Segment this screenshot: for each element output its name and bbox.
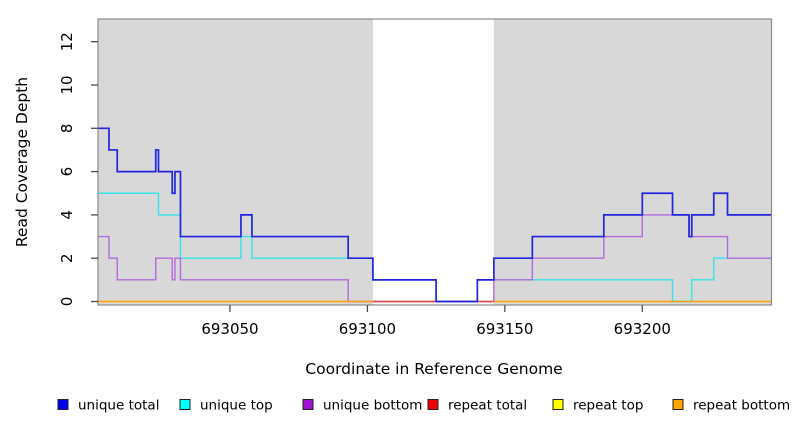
- y-axis-title: Read Coverage Depth: [13, 77, 31, 247]
- plot-box: [97, 18, 773, 306]
- legend-label-repeat-total: repeat total: [448, 398, 527, 414]
- x-axis-title: Coordinate in Reference Genome: [305, 360, 562, 378]
- y-tick-label: 0: [58, 297, 76, 307]
- series-line-unique-bottom: [98, 214, 772, 303]
- legend-swatch-repeat-bottom: [672, 399, 684, 410]
- axes: 693050 693100 693150 693200 0 2 4 6 8 10 12: [58, 32, 671, 338]
- y-tick-label: 8: [58, 124, 76, 134]
- legend-label-unique-top: unique top: [200, 398, 273, 414]
- legend-swatch-unique-top: [179, 399, 191, 410]
- legend-label-unique-bottom: unique bottom: [323, 398, 422, 414]
- legend-label-repeat-bottom: repeat bottom: [693, 398, 790, 414]
- legend-label-unique-total: unique total: [78, 398, 159, 414]
- x-tick-label: 693100: [339, 320, 396, 338]
- legend-swatch-repeat-top: [552, 399, 564, 410]
- coverage-series-lines: [98, 127, 772, 303]
- y-tick-label: 6: [58, 167, 76, 177]
- legend-label-repeat-top: repeat top: [573, 398, 643, 414]
- legend-swatch-unique-bottom: [302, 399, 314, 410]
- y-tick-label: 4: [58, 210, 76, 220]
- series-line-unique-total: [98, 127, 772, 303]
- x-tick-label: 693150: [476, 320, 533, 338]
- unique-region-shading-1: [493, 19, 772, 305]
- legend-swatch-unique-total: [57, 399, 69, 410]
- plot-border: [97, 18, 773, 306]
- x-tick-label: 693200: [614, 320, 671, 338]
- shaded-unique-regions: [98, 19, 772, 305]
- x-tick-label: 693050: [201, 320, 258, 338]
- legend: unique total unique top unique bottom repea…: [57, 398, 790, 414]
- legend-swatch-repeat-total: [427, 399, 439, 410]
- y-tick-label: 10: [58, 75, 76, 94]
- y-tick-label: 12: [58, 32, 76, 51]
- unique-region-shading-0: [98, 19, 373, 305]
- y-tick-label: 2: [58, 253, 76, 263]
